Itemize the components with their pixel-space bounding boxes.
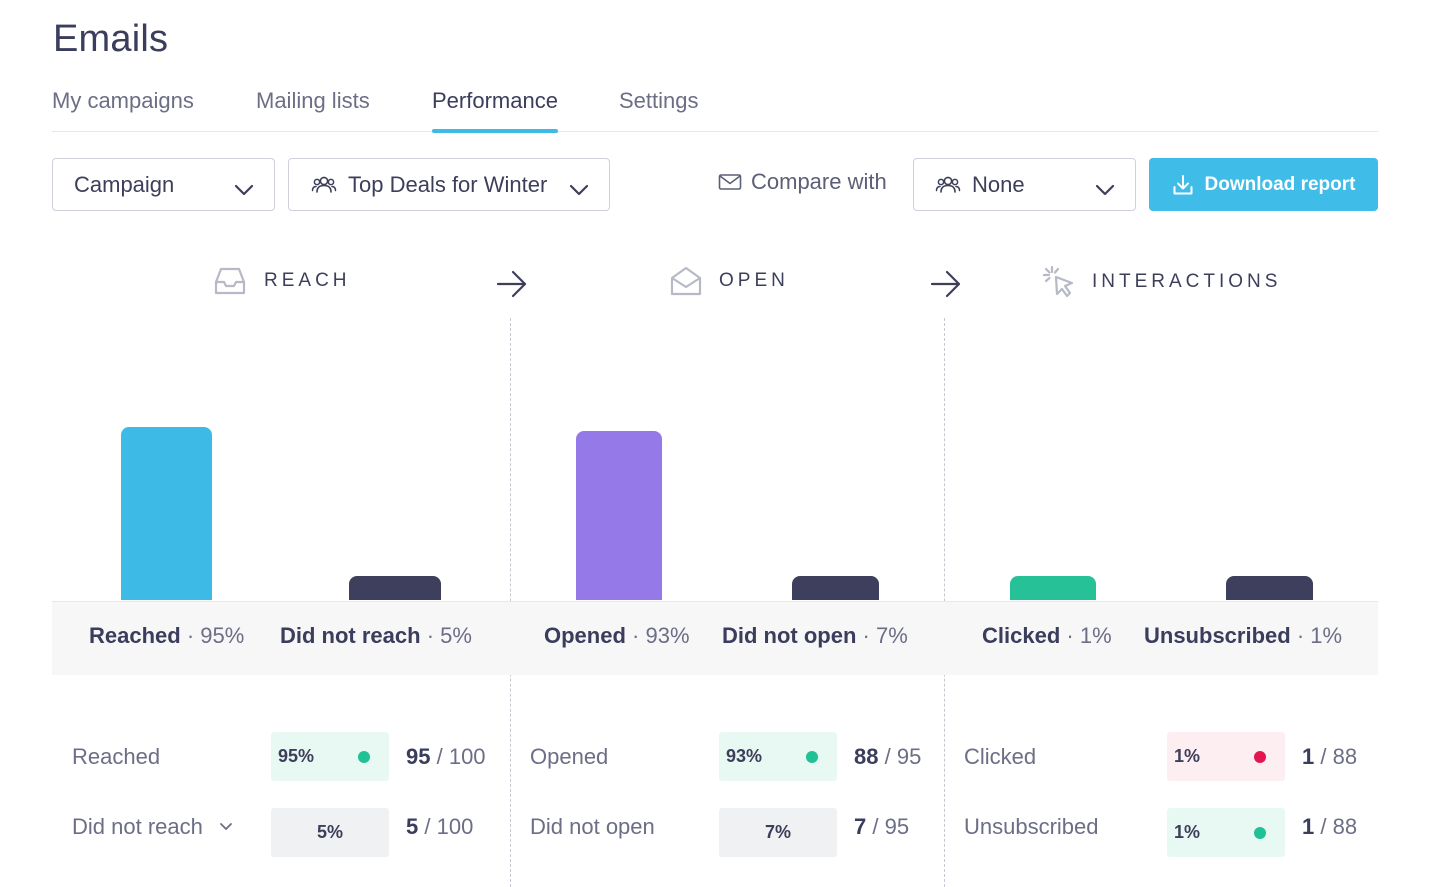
row-count: 5 / 100 [406, 814, 474, 839]
stage-header-reach: REACH [212, 265, 351, 297]
status-dot [358, 751, 370, 763]
bar-did-not-reach [349, 576, 441, 600]
row-label-opened: Opened [530, 744, 609, 769]
row-label-reached: Reached [72, 744, 161, 769]
stage-header-interactions: INTERACTIONS [1042, 265, 1281, 299]
chevron-down-icon [569, 177, 589, 203]
status-badge: 1% [1167, 732, 1285, 781]
compare-select[interactable]: None [913, 158, 1136, 211]
tab-mailing-lists[interactable]: Mailing lists [256, 88, 370, 113]
stage-title: REACH [264, 270, 351, 291]
row-label-did-not-reach[interactable]: Did not reach [72, 814, 233, 840]
users-icon [935, 175, 961, 195]
inbox-icon [212, 265, 248, 297]
bar-opened [576, 431, 662, 600]
bar-label-opened: Opened · 93% [544, 623, 690, 648]
row-count: 1 / 88 [1302, 744, 1358, 769]
row-count: 95 / 100 [406, 744, 486, 769]
status-badge: 93% [719, 732, 837, 781]
bar-did-not-open [792, 576, 879, 600]
compare-select-value: None [972, 171, 1025, 197]
status-badge: 5% [271, 808, 389, 857]
download-report-button[interactable]: Download report [1149, 158, 1378, 211]
row-label-unsubscribed: Unsubscribed [964, 814, 1099, 839]
compare-with-text: Compare with [751, 169, 887, 194]
bar-label-did-not-reach: Did not reach · 5% [280, 623, 472, 648]
arrow-right-icon [930, 270, 961, 298]
users-icon [311, 175, 337, 195]
page-title: Emails [53, 18, 169, 60]
status-badge: 1% [1167, 808, 1285, 857]
tab-settings[interactable]: Settings [619, 88, 699, 113]
tab-bar: My campaigns Mailing lists Performance S… [52, 86, 1378, 133]
compare-with-label: Compare with [718, 169, 887, 195]
download-report-label: Download report [1204, 173, 1356, 195]
envelope-icon [718, 173, 742, 191]
chevron-down-icon [1095, 177, 1115, 203]
type-select-value: Campaign [74, 171, 175, 197]
bar-clicked [1010, 576, 1096, 600]
bar-label-reached: Reached · 95% [89, 623, 245, 648]
arrow-right-icon [496, 270, 527, 298]
bar-label-unsubscribed: Unsubscribed · 1% [1144, 623, 1343, 648]
row-label-did-not-open: Did not open [530, 814, 655, 839]
stage-title: INTERACTIONS [1092, 271, 1282, 292]
status-dot [806, 751, 818, 763]
type-select[interactable]: Campaign [52, 158, 275, 211]
status-dot [1254, 751, 1266, 763]
open-envelope-icon [669, 265, 703, 297]
bar-label-clicked: Clicked · 1% [982, 623, 1112, 648]
status-badge: 95% [271, 732, 389, 781]
chevron-down-icon [219, 822, 233, 832]
status-dot [1254, 827, 1266, 839]
tab-my-campaigns[interactable]: My campaigns [52, 88, 194, 113]
campaign-select[interactable]: Top Deals for Winter [288, 158, 610, 211]
tab-performance[interactable]: Performance [432, 86, 558, 133]
cursor-click-icon [1042, 265, 1076, 299]
row-count: 1 / 88 [1302, 814, 1358, 839]
chevron-down-icon [234, 177, 254, 203]
bar-unsubscribed [1226, 576, 1313, 600]
stage-title: OPEN [719, 270, 789, 291]
bar-label-band [52, 601, 1378, 675]
bar-label-did-not-open: Did not open · 7% [722, 623, 908, 648]
status-badge: 7% [719, 808, 837, 857]
row-count: 88 / 95 [854, 744, 922, 769]
row-count: 7 / 95 [854, 814, 910, 839]
stage-header-open: OPEN [669, 265, 789, 297]
row-label-clicked: Clicked [964, 744, 1037, 769]
campaign-select-value: Top Deals for Winter [348, 171, 548, 197]
bar-reached [121, 427, 212, 600]
download-icon [1172, 174, 1194, 196]
